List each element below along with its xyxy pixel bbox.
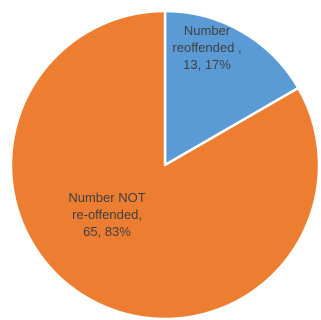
data-label-line: 13, 17% (183, 57, 231, 72)
pie-slice-not-reoffended (9, 9, 321, 320)
data-label-line: 65, 83% (83, 224, 131, 239)
data-label-not-reoffended: Number NOT re-offended, 65, 83% (68, 190, 145, 239)
data-label-line: Number NOT (68, 190, 145, 205)
data-label-line: reoffended , (172, 40, 241, 55)
data-label-line: Number (184, 23, 231, 38)
pie-data-labels: Number reoffended , 13, 17% Number NOT re-of… (68, 23, 241, 239)
data-label-reoffended: Number reoffended , 13, 17% (172, 23, 241, 72)
pie-slices (9, 9, 321, 320)
data-label-line: re-offended, (72, 207, 142, 222)
pie-slice-reoffended (163, 9, 300, 167)
